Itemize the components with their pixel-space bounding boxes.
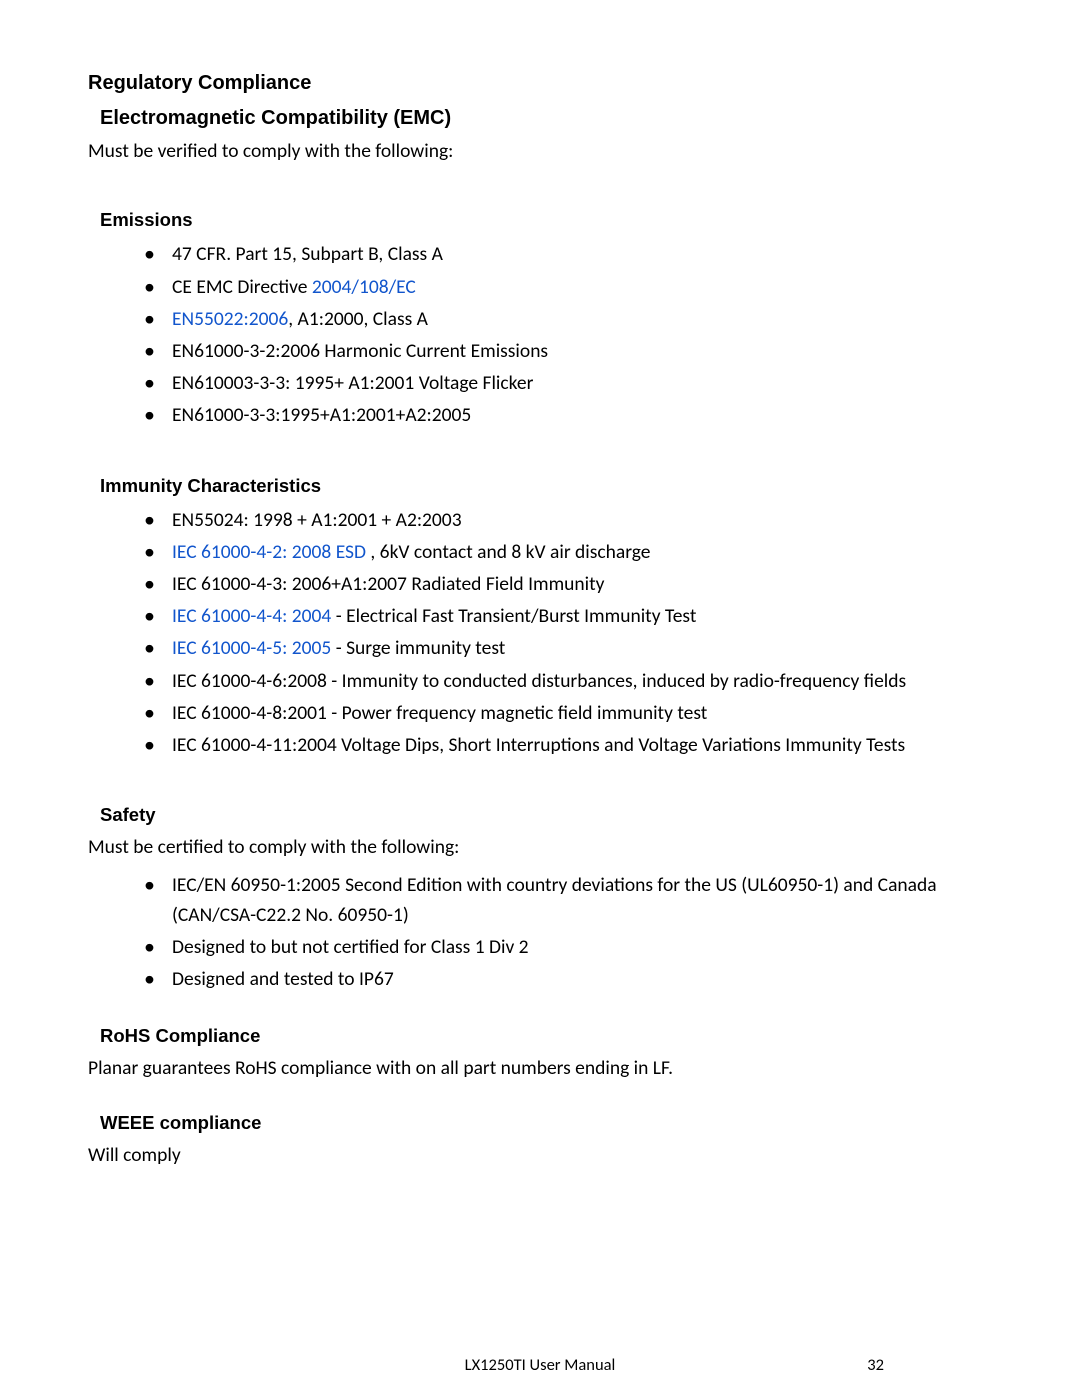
heading-emissions: Emissions: [100, 209, 992, 231]
heading-regulatory: Regulatory Compliance: [88, 72, 992, 95]
standard-link[interactable]: IEC 61000-4-2: 2008 ESD: [172, 540, 370, 564]
standard-link[interactable]: EN55022:2006: [172, 307, 288, 331]
footer-title: LX1250TI User Manual: [465, 1355, 616, 1375]
list-item: IEC 61000-4-4: 2004 - Electrical Fast Tr…: [144, 601, 992, 631]
list-item: IEC 61000-4-3: 2006+A1:2007 Radiated Fie…: [144, 569, 992, 599]
list-text: EN55024: 1998 + A1:2001 + A2:2003: [172, 508, 462, 532]
list-item: CE EMC Directive 2004/108/EC: [144, 272, 992, 302]
safety-intro: Must be certified to comply with the fol…: [88, 834, 992, 861]
weee-body: Will comply: [88, 1142, 992, 1169]
heading-rohs: RoHS Compliance: [100, 1025, 992, 1047]
list-text: EN61000-3-3:1995+A1:2001+A2:2005: [172, 403, 471, 427]
list-text: IEC 61000-4-8:2001 - Power frequency mag…: [172, 701, 707, 725]
list-item: EN61000-3-2:2006 Harmonic Current Emissi…: [144, 336, 992, 366]
heading-immunity: Immunity Characteristics: [100, 475, 992, 497]
list-text: 47 CFR. Part 15, Subpart B, Class A: [172, 242, 443, 266]
list-text: IEC 61000-4-6:2008 - Immunity to conduct…: [172, 669, 906, 693]
immunity-list: EN55024: 1998 + A1:2001 + A2:2003 IEC 61…: [144, 505, 992, 761]
standard-link[interactable]: IEC 61000-4-5: 2005: [172, 636, 336, 660]
heading-weee: WEEE compliance: [100, 1112, 992, 1134]
list-text: Designed and tested to IP67: [172, 967, 394, 991]
list-item: IEC 61000-4-2: 2008 ESD , 6kV contact an…: [144, 537, 992, 567]
list-item: IEC 61000-4-5: 2005 - Surge immunity tes…: [144, 633, 992, 663]
list-item: Designed and tested to IP67: [144, 964, 992, 994]
list-text: EN610003-3-3: 1995+ A1:2001 Voltage Flic…: [172, 371, 533, 395]
rohs-body: Planar guarantees RoHS compliance with o…: [88, 1055, 992, 1082]
list-text: - Electrical Fast Transient/Burst Immuni…: [336, 604, 697, 628]
list-text: EN61000-3-2:2006 Harmonic Current Emissi…: [172, 339, 548, 363]
list-item: IEC 61000-4-11:2004 Voltage Dips, Short …: [144, 730, 992, 760]
list-text: Designed to but not certified for Class …: [172, 935, 529, 959]
list-item: EN61000-3-3:1995+A1:2001+A2:2005: [144, 400, 992, 430]
list-text: , 6kV contact and 8 kV air discharge: [370, 540, 650, 564]
standard-link[interactable]: IEC 61000-4-4: 2004: [172, 604, 336, 628]
emc-intro: Must be verified to comply with the foll…: [88, 138, 992, 165]
safety-list: IEC/EN 60950-1:2005 Second Edition with …: [144, 870, 992, 995]
page-number: 32: [867, 1355, 884, 1375]
list-text: IEC 61000-4-3: 2006+A1:2007 Radiated Fie…: [172, 572, 604, 596]
directive-link[interactable]: 2004/108/EC: [312, 275, 416, 299]
heading-safety: Safety: [100, 804, 992, 826]
emissions-list: 47 CFR. Part 15, Subpart B, Class A CE E…: [144, 239, 992, 430]
list-item: EN55022:2006, A1:2000, Class A: [144, 304, 992, 334]
heading-emc: Electromagnetic Compatibility (EMC): [100, 107, 992, 130]
list-text: IEC 61000-4-11:2004 Voltage Dips, Short …: [172, 733, 905, 757]
list-item: IEC 61000-4-8:2001 - Power frequency mag…: [144, 698, 992, 728]
list-item: IEC 61000-4-6:2008 - Immunity to conduct…: [144, 666, 992, 696]
list-item: Designed to but not certified for Class …: [144, 932, 992, 962]
list-text: CE EMC Directive: [172, 275, 312, 299]
list-text: IEC/EN 60950-1:2005 Second Edition with …: [172, 873, 937, 927]
list-item: 47 CFR. Part 15, Subpart B, Class A: [144, 239, 992, 269]
list-item: EN610003-3-3: 1995+ A1:2001 Voltage Flic…: [144, 368, 992, 398]
list-text: , A1:2000, Class A: [288, 307, 428, 331]
list-item: EN55024: 1998 + A1:2001 + A2:2003: [144, 505, 992, 535]
list-item: IEC/EN 60950-1:2005 Second Edition with …: [144, 870, 992, 930]
list-text: - Surge immunity test: [336, 636, 506, 660]
